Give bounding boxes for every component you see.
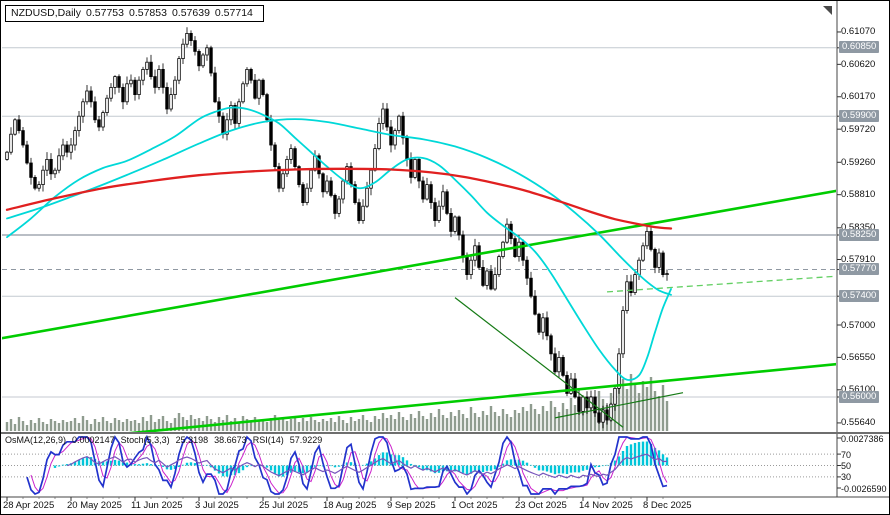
time-axis-label: 11 Jun 2025 xyxy=(131,500,183,511)
candles-layer xyxy=(5,27,669,429)
trendlines-layer[interactable] xyxy=(1,189,839,446)
price-tick-label: 0.59260 xyxy=(841,156,876,168)
upper-green-trendline xyxy=(2,189,836,340)
price-tick-label: 0.57910 xyxy=(841,253,876,265)
ohlc-quote-box: NZDUSD,Daily 0.57753 0.57853 0.57639 0.57714 xyxy=(5,5,264,22)
price-tick-label: 0.55640 xyxy=(841,417,876,429)
dashed-green-line xyxy=(606,275,836,293)
level-lines-layer xyxy=(2,47,836,398)
price-level-label: 0.57400 xyxy=(839,289,880,302)
time-axis-label: 14 Nov 2025 xyxy=(579,500,633,511)
time-axis-label: 1 Oct 2025 xyxy=(451,500,498,511)
time-axis-label: 3 Jul 2025 xyxy=(195,500,239,511)
volume-layer xyxy=(5,374,669,431)
lower-green-trendline xyxy=(128,362,836,432)
price-level-label: 0.59900 xyxy=(839,109,880,122)
indicator-axis-label: -0.0026590 xyxy=(841,483,887,494)
indicator-axis-label: 50 xyxy=(841,461,852,471)
price-tick-label: 0.56550 xyxy=(841,351,876,363)
ma-red-line xyxy=(5,167,673,230)
time-axis-label: 18 Aug 2025 xyxy=(323,500,377,511)
osma-label: OsMA(12,26,9) xyxy=(5,435,67,445)
indicator-axis[interactable]: 0.0027386 70 50 30 -0.0026590 xyxy=(838,433,889,496)
quote-low: 0.57639 xyxy=(171,7,210,19)
symbol-period-label: NZDUSD,Daily xyxy=(11,7,82,19)
price-tick-label: 0.60170 xyxy=(841,91,876,103)
chart-shift-marker xyxy=(823,6,832,15)
rsi-value: 57.9229 xyxy=(289,435,323,445)
osma-value: 0.0002147 xyxy=(72,435,115,445)
indicator-panel xyxy=(2,435,836,495)
price-tick-label: 0.61070 xyxy=(841,26,876,38)
time-axis-label: 20 May 2025 xyxy=(67,500,122,511)
time-axis-label: 8 Dec 2025 xyxy=(643,500,692,511)
price-level-label: 0.56000 xyxy=(839,390,880,403)
stoch-value-2: 38.6673 xyxy=(214,435,247,445)
price-axis[interactable]: 0.61070 0.60620 0.60170 0.59720 0.59260 0.588… xyxy=(838,1,889,497)
indicator-labels: OsMA(12,26,9) 0.0002147 Stoch(5,3,3) 25.319… xyxy=(5,435,328,445)
moving-averages-layer xyxy=(5,106,673,381)
downtrend-minor-line xyxy=(454,297,624,428)
rsi-line xyxy=(66,453,668,479)
price-tick-label: 0.59720 xyxy=(841,123,876,135)
main-panel xyxy=(1,27,839,446)
time-axis[interactable]: 28 Apr 2025 20 May 2025 11 Jun 2025 3 Jul 2… xyxy=(1,499,889,514)
quote-close: 0.57714 xyxy=(214,7,253,19)
quote-open: 0.57753 xyxy=(86,7,124,19)
support-minor-line xyxy=(554,392,684,419)
stoch-value-1: 25.3198 xyxy=(175,435,209,445)
ma-cyan-slow-line xyxy=(6,118,672,296)
price-tick-label: 0.60620 xyxy=(841,58,876,70)
indicator-axis-label: 30 xyxy=(841,472,852,483)
price-tick-label: 0.58810 xyxy=(841,189,876,201)
time-axis-label: 25 Jul 2025 xyxy=(259,500,309,511)
panel-separators xyxy=(1,1,889,498)
time-axis-label: 28 Apr 2025 xyxy=(3,500,55,511)
price-tick-label: 0.56100 xyxy=(841,384,876,396)
stoch-main-line xyxy=(26,435,668,495)
rsi-label: RSI(14) xyxy=(252,435,284,445)
price-tick-label: 0.57000 xyxy=(841,319,876,331)
indicator-axis-label: 70 xyxy=(841,449,852,460)
indicator-axis-label: 0.0027386 xyxy=(841,433,884,444)
price-level-label: 0.57770 xyxy=(839,263,880,276)
time-axis-label: 9 Sep 2025 xyxy=(387,500,436,511)
time-axis-label: 23 Oct 2025 xyxy=(515,500,567,511)
stoch-label: Stoch(5,3,3) xyxy=(120,435,170,445)
ma-cyan-fast-line xyxy=(6,106,672,381)
price-level-label: 0.60850 xyxy=(839,41,880,54)
price-level-label: 0.58250 xyxy=(839,228,880,241)
price-tick-label: 0.58350 xyxy=(841,222,876,234)
quote-high: 0.57853 xyxy=(128,7,167,19)
